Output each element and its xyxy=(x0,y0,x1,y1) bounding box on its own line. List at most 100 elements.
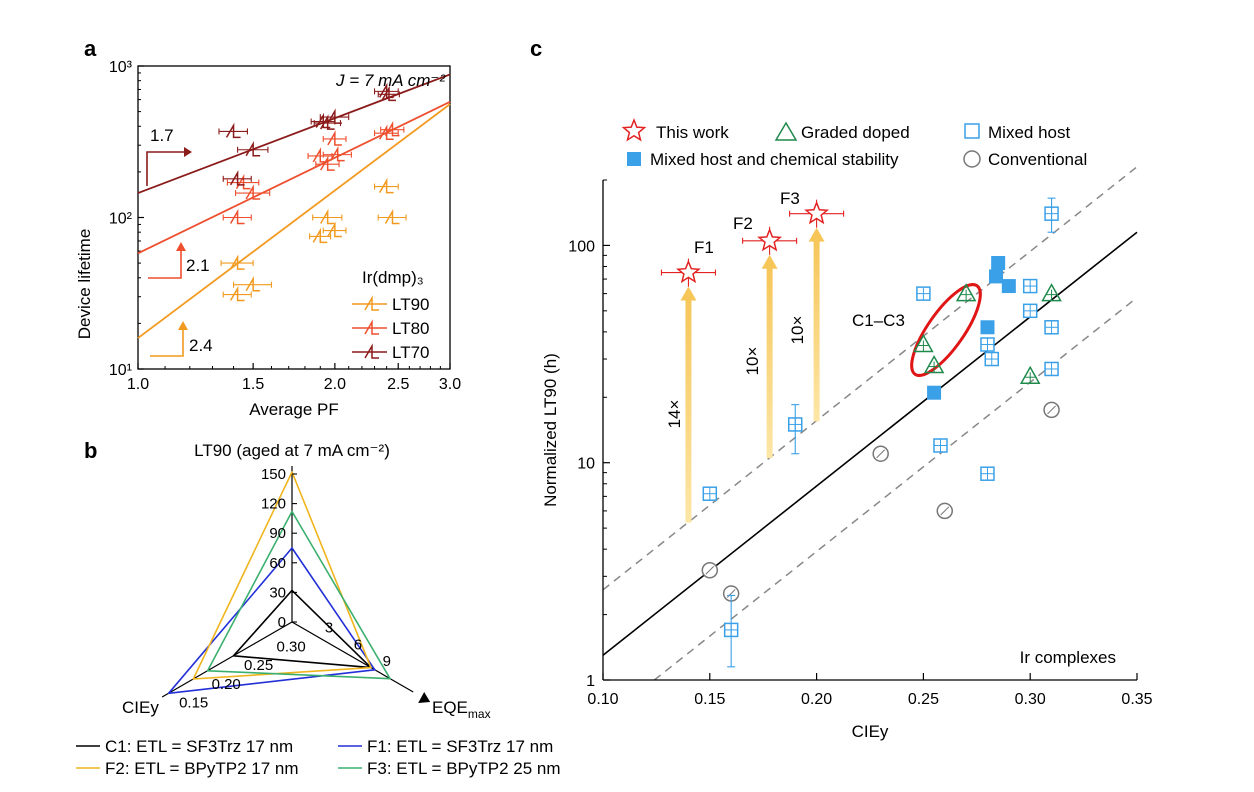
panel-a-ytick-label: 10³ xyxy=(109,59,133,76)
data-point-lt80 xyxy=(384,120,400,137)
radar-tick-label-eqe: 3 xyxy=(325,620,333,637)
data-point-lt80 xyxy=(320,155,335,171)
legend-label-conventional: Conventional xyxy=(988,150,1087,169)
panel-a-xtick-label: 1.5 xyxy=(242,376,264,393)
panel-a-lifetime-vs-pf: a 1.0 1.5 2.0 2.5 3.0 10¹ 10² 10³ J = 7 mA cm⁻²… xyxy=(75,36,461,419)
radar-tick-label-lt90: 0 xyxy=(278,614,286,631)
slope-label-1: 1.7 xyxy=(150,126,174,145)
panel-label-c: c xyxy=(530,36,542,61)
legend-entry-this-work: This work xyxy=(621,117,729,142)
marker-detail xyxy=(726,589,736,598)
radar-tick-label-lt90: 30 xyxy=(269,584,286,601)
data-point-lt90 xyxy=(245,275,261,292)
legend-entry-lt80: LT80 xyxy=(352,319,430,338)
panel-c-corner-label: Ir complexes xyxy=(1020,648,1116,667)
radar-polygon-f3 xyxy=(206,510,391,680)
data-point-mixed-host-chem xyxy=(989,269,1004,284)
panel-b-radar: b LT90 (aged at 7 mA cm⁻²) CIEy EQEmax 0… xyxy=(84,438,491,721)
legend-label-lt70: LT70 xyxy=(392,343,430,362)
improvement-arrow-shaft-0 xyxy=(685,298,692,523)
panel-c-points xyxy=(660,197,1062,668)
data-point-this-work xyxy=(676,259,701,284)
data-point-mixed-host-chem xyxy=(1001,279,1016,294)
panel-a-annotation: J = 7 mA cm⁻² xyxy=(335,71,446,90)
data-point-lt70 xyxy=(315,112,331,129)
legend-entry-f2: F2: ETL = BPyTP2 17 nm xyxy=(76,759,299,778)
improvement-arrow-head-1 xyxy=(761,254,778,269)
legend-entry-mixed-host-chem: Mixed host and chemical stability xyxy=(627,150,899,169)
legend-label-f3: F3: ETL = BPyTP2 25 nm xyxy=(367,759,561,778)
data-point-lt80 xyxy=(312,147,328,163)
data-point-lt70 xyxy=(320,114,335,130)
panel-c-xlabel: CIEy xyxy=(852,722,889,741)
point-label-f3: F3 xyxy=(780,189,800,208)
panel-label-b: b xyxy=(84,438,97,463)
data-point-mixed-host-chem xyxy=(980,320,995,335)
improvement-arrow-head-2 xyxy=(808,227,825,242)
data-point-lt70 xyxy=(229,170,245,186)
panel-c-xtick-label: 0.15 xyxy=(694,691,725,708)
improvement-arrow-head-0 xyxy=(680,286,697,301)
fit-line-lt70 xyxy=(137,73,451,194)
trend-band-lower xyxy=(653,297,1138,681)
panel-c-improvement-arrows xyxy=(680,227,825,523)
data-point-lt80 xyxy=(378,124,394,140)
panel-a-xtick-label: 3.0 xyxy=(439,376,461,393)
c1-c3-highlight-ellipse xyxy=(910,283,982,377)
panel-c-xtick-label: 0.25 xyxy=(908,691,939,708)
radar-tick-label-lt90: 150 xyxy=(261,466,286,483)
data-point-lt90 xyxy=(312,227,328,244)
panel-c-ytick-label: 10 xyxy=(577,456,595,473)
radar-axis-title-ciey: CIEy xyxy=(122,698,159,717)
radar-tick-label-ciey: 0.30 xyxy=(277,638,306,655)
panel-c-xtick-label: 0.35 xyxy=(1121,691,1152,708)
slope-label-2: 2.1 xyxy=(186,256,210,275)
panel-a-legend: Ir(dmp)₃ LT90 LT80 LT70 xyxy=(352,268,430,362)
panel-c-ticks: 0.10 0.15 0.20 0.25 0.30 0.35 1 10 100 xyxy=(568,179,1153,708)
radar-tick-label-lt90: 90 xyxy=(269,525,286,542)
legend-label-f1: F1: ETL = SF3Trz 17 nm xyxy=(367,737,553,756)
legend-label-lt80: LT80 xyxy=(392,319,430,338)
data-point-lt70 xyxy=(327,108,342,124)
panel-a-ticks: 1.0 1.5 2.0 2.5 3.0 10¹ 10² 10³ xyxy=(109,59,461,393)
legend-entry-f3: F3: ETL = BPyTP2 25 nm xyxy=(338,759,561,778)
radar-axis-line-2 xyxy=(161,621,293,698)
radar-axes xyxy=(161,466,431,703)
radar-polygon-f1 xyxy=(167,547,376,695)
radar-tick-label-lt90: 120 xyxy=(261,496,286,513)
panel-a-ylabel: Device lifetime xyxy=(75,229,94,340)
data-point-lt80 xyxy=(229,208,245,225)
panel-b-legend: C1: ETL = SF3Trz 17 nm F1: ETL = SF3Trz … xyxy=(76,737,561,778)
radar-axis-arrow-eqe xyxy=(418,692,431,703)
legend-entry-graded-doped: Graded doped xyxy=(774,121,910,142)
radar-tick-label-lt90: 60 xyxy=(269,555,286,572)
radar-axis-line-1 xyxy=(291,621,414,693)
data-point-lt90 xyxy=(229,254,245,270)
radar-tick-labels: 0 30 60 90 120 150 3 6 9 0.300.250.200.15 xyxy=(179,466,391,712)
data-point-lt90 xyxy=(320,208,335,225)
data-point-lt70 xyxy=(225,122,241,139)
radar-tick-label-ciey: 0.20 xyxy=(212,676,241,693)
marker-detail xyxy=(1047,405,1056,415)
point-label-f2: F2 xyxy=(733,214,753,233)
improvement-arrow-shaft-2 xyxy=(813,239,820,422)
legend-entry-lt90: LT90 xyxy=(352,295,430,314)
data-point-lt80 xyxy=(330,145,345,162)
data-point-lt80 xyxy=(245,184,261,200)
legend-label-this-work: This work xyxy=(656,123,729,142)
panel-c-lt90-vs-ciey: c 0.10 0.15 0.20 0.25 0.30 0.35 1 10 100 CIEy No… xyxy=(530,36,1153,741)
panel-c-ylabel: Normalized LT90 (h) xyxy=(541,353,560,507)
fit-line-lt90 xyxy=(137,103,451,339)
panel-c-xtick-label: 0.30 xyxy=(1015,691,1046,708)
data-point-lt90 xyxy=(378,177,394,194)
improvement-arrow-shaft-1 xyxy=(766,266,773,459)
marker-detail xyxy=(940,506,950,516)
legend-entry-c1: C1: ETL = SF3Trz 17 nm xyxy=(76,737,293,756)
radar-axis-title-eqemax: EQEmax xyxy=(432,698,491,721)
legend-title-ir-dmp3: Ir(dmp)₃ xyxy=(362,268,424,287)
region-label-c1-c3: C1–C3 xyxy=(852,311,905,330)
panel-c-ytick-label: 1 xyxy=(586,673,595,690)
panel-a-xlabel: Average PF xyxy=(249,400,338,419)
legend-entry-f1: F1: ETL = SF3Trz 17 nm xyxy=(338,737,553,756)
slope-indicator-lt70: 1.7 xyxy=(146,126,192,186)
